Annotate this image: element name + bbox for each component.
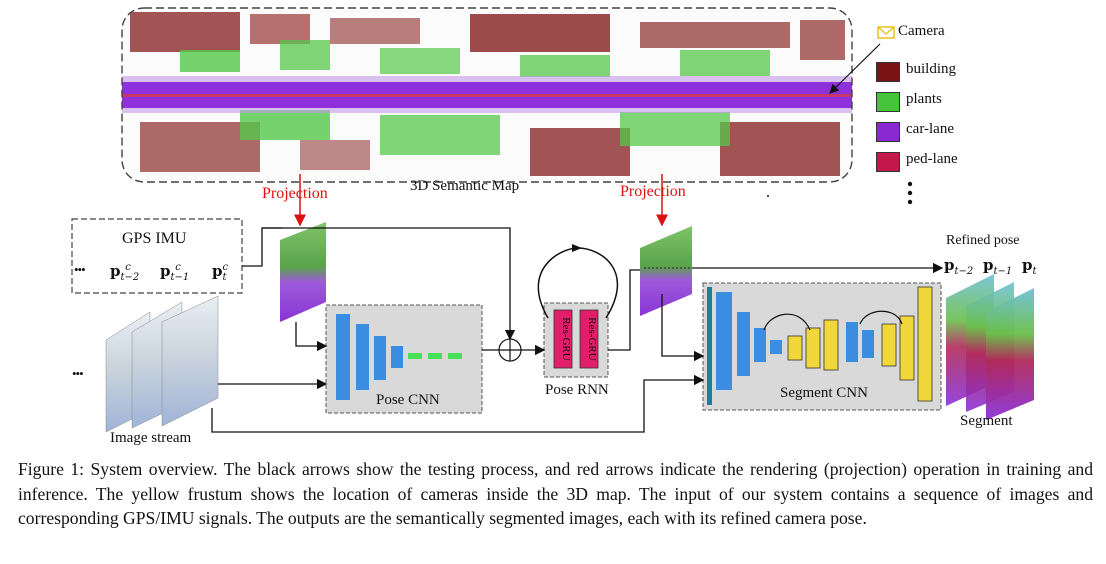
camera-pointer-arrow [829, 43, 881, 94]
sum-node [498, 338, 522, 362]
legend-swatch [876, 122, 900, 142]
gps-pose-t-2: pt−2c [110, 262, 140, 283]
segment-cnn-label: Segment CNN [780, 385, 868, 401]
gps-pose-t-1: pt−1c [160, 262, 190, 283]
map-title: 3D Semantic Map [410, 178, 520, 194]
image-stream-dots: ••• [72, 366, 84, 381]
segment-output-stack [946, 274, 1034, 420]
figure-caption: Figure 1: System overview. The black arr… [18, 459, 1093, 528]
projection-label-right: Projection [620, 183, 686, 200]
flow-arrows [211, 227, 944, 433]
gru-cell-1 [553, 309, 573, 369]
legend-label: plants [906, 91, 942, 107]
gru-label-1: Res-GRU [560, 317, 572, 360]
gps-pose-t: ptc [212, 262, 229, 283]
refined-pose-t: pt [1022, 256, 1037, 277]
image-stream-stack [105, 295, 219, 433]
semantic-map [121, 7, 853, 183]
segment-label: Segment [960, 413, 1013, 429]
pose-cnn-label: Pose CNN [376, 392, 440, 408]
projection-label-left: Projection [262, 185, 328, 202]
gps-imu-title: GPS IMU [122, 230, 187, 247]
segment-cnn-layers [707, 286, 933, 405]
legend-camera-label: Camera [898, 23, 945, 39]
figure-diagram: Res-GRU Res-GRU [71, 7, 1034, 433]
legend-swatch [876, 152, 900, 172]
refined-pose-t-2: pt−2 [944, 256, 974, 277]
pose-cnn-layers [336, 314, 462, 400]
legend-label: building [906, 61, 957, 77]
legend-label: ped-lane [906, 151, 958, 167]
projected-image-left [280, 222, 326, 322]
gru-label-2: Res-GRU [586, 317, 598, 360]
gps-imu-box [71, 218, 243, 294]
refined-pose-title: Refined pose [946, 233, 1020, 248]
refined-pose-t-1: pt−1 [983, 256, 1013, 277]
legend-swatch [876, 92, 900, 112]
gru-cell-2 [579, 309, 599, 369]
gps-dots: ••• [74, 262, 86, 277]
projected-image-right [640, 226, 692, 316]
pose-rnn-label: Pose RNN [545, 382, 609, 398]
image-stream-label: Image stream [110, 430, 192, 446]
legend-swatch [876, 62, 900, 82]
camera-legend-icon [877, 26, 895, 39]
legend-label: car-lane [906, 121, 954, 137]
